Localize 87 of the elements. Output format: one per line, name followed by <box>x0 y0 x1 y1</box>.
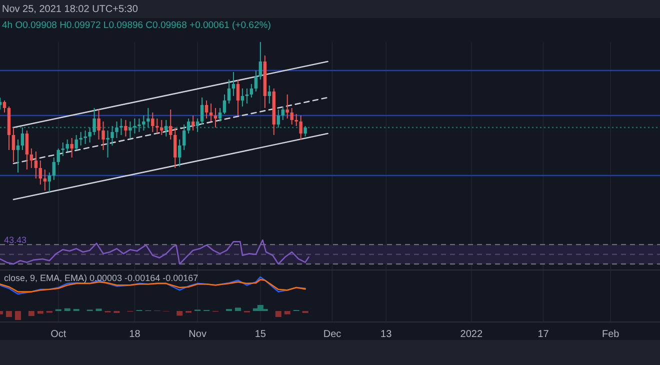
candlestick <box>25 130 29 170</box>
candlestick <box>245 88 249 104</box>
candlestick <box>196 118 200 132</box>
bar <box>37 311 44 314</box>
x-tick-label: 15 <box>254 329 266 340</box>
candlestick <box>38 160 42 185</box>
candlestick <box>151 112 154 132</box>
candlestick <box>146 108 150 128</box>
annotation: 43.43 <box>4 235 27 245</box>
x-tick-label: 18 <box>129 329 141 340</box>
candlestick <box>204 100 208 119</box>
candlestick <box>182 124 186 150</box>
candlestick <box>169 109 172 140</box>
candlestick <box>88 127 92 143</box>
candlestick <box>84 130 87 144</box>
x-tick-label: Oct <box>50 329 66 340</box>
candlestick <box>66 139 69 152</box>
candlestick <box>286 94 289 119</box>
x-tick-label: Dec <box>323 329 342 340</box>
bar <box>64 308 70 311</box>
x-tick-label: 13 <box>380 329 392 340</box>
bar <box>176 311 183 316</box>
bar <box>6 311 12 318</box>
candlestick <box>200 97 204 125</box>
candlestick <box>97 109 100 140</box>
bar <box>28 311 34 316</box>
candlestick <box>142 115 146 131</box>
candlestick <box>138 118 141 132</box>
candlestick <box>178 139 182 167</box>
candlestick <box>52 157 56 180</box>
candlestick <box>294 114 298 126</box>
bar <box>284 311 290 314</box>
candlestick <box>232 72 236 96</box>
candlestick <box>174 127 177 168</box>
candlestick <box>191 115 195 131</box>
candlestick <box>128 121 132 138</box>
chart-subtitle: 4h O0.09908 H0.09972 L0.09896 C0.09968 +0.00061 (+0.62%) <box>2 20 271 31</box>
candlestick <box>250 84 254 98</box>
candlestick <box>92 108 96 136</box>
candlestick <box>268 85 271 104</box>
bar <box>275 311 282 318</box>
candlestick <box>304 126 307 137</box>
candlestick <box>2 100 6 113</box>
candlestick <box>102 121 105 150</box>
candlestick <box>61 142 64 156</box>
x-tick-label: Feb <box>602 329 620 340</box>
x-tick-label: Nov <box>188 329 206 340</box>
candlestick <box>43 169 46 191</box>
chart-title: Nov 25, 2021 18:02 UTC+5:30 <box>2 4 138 15</box>
candlestick <box>34 151 38 179</box>
candlestick <box>218 108 222 122</box>
candlestick <box>258 42 262 80</box>
candlestick <box>156 118 159 134</box>
candlestick <box>110 126 114 146</box>
candlestick <box>12 127 16 162</box>
candlestick <box>70 138 74 158</box>
candlestick <box>16 139 20 173</box>
candlestick <box>254 70 258 92</box>
candlestick <box>48 172 51 192</box>
candlestick <box>299 115 302 140</box>
candlestick <box>106 130 110 158</box>
candlestick <box>20 127 24 150</box>
candlestick <box>79 132 82 146</box>
candlestick <box>240 88 244 107</box>
candlestick <box>133 118 136 134</box>
x-tick-label: 2022 <box>460 329 483 340</box>
candlestick <box>236 79 240 116</box>
candlestick <box>276 109 280 128</box>
candlestick <box>115 121 118 138</box>
bar <box>234 308 241 311</box>
candlestick <box>160 120 164 136</box>
candlestick <box>209 103 213 122</box>
candlestick <box>74 134 78 150</box>
candlestick <box>186 118 190 134</box>
candlestick <box>222 94 226 114</box>
candlestick <box>290 108 294 125</box>
candlestick <box>281 106 284 120</box>
annotation: close, 9, EMA, EMA) 0.00003 -0.00164 -0.00167 <box>4 273 198 283</box>
candlestick <box>164 120 168 137</box>
bar <box>14 311 21 320</box>
candlestick <box>124 120 128 137</box>
candlestick <box>56 148 60 166</box>
candlestick <box>227 79 231 104</box>
candlestick <box>120 118 123 136</box>
candlestick <box>214 108 218 128</box>
candlestick <box>30 148 34 168</box>
x-tick-label: 17 <box>538 329 550 340</box>
